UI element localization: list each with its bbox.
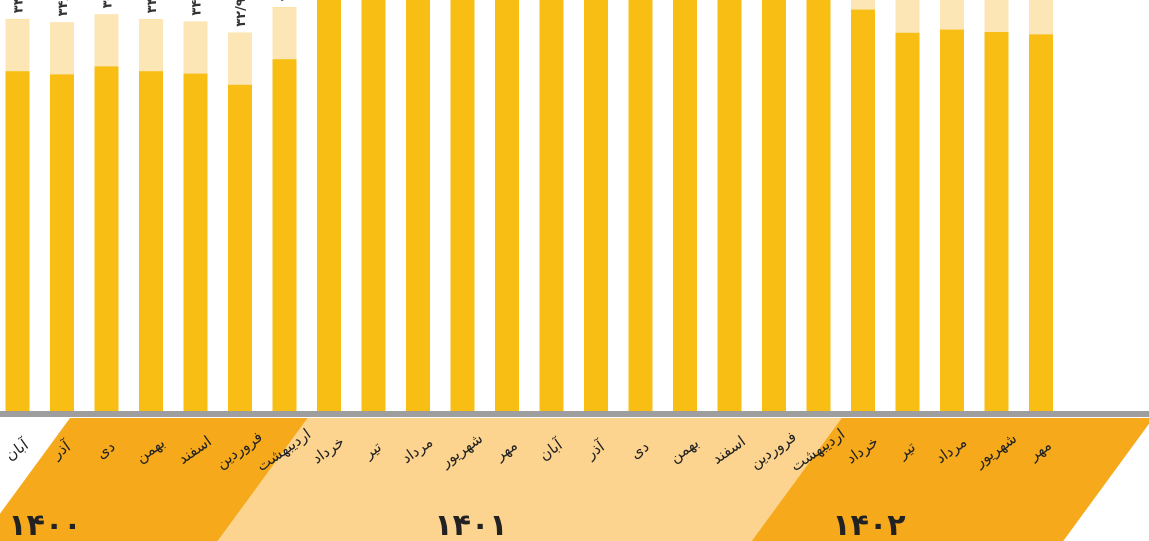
bar-cap	[895, 0, 920, 33]
bar	[5, 19, 30, 412]
value-labels: ۳۴/۶۳۴/۲۳۵/۲۳۴/۶۳۴/۳۳۲/۹۳۶/۱۴۵۴۴/۱۴۴/۴۵۴…	[12, 0, 294, 27]
bar	[940, 0, 964, 412]
bar-cap	[228, 32, 252, 85]
bar	[673, 0, 697, 412]
bar-cap	[183, 21, 208, 74]
value-label: ۳۲/۹	[234, 0, 249, 27]
bar	[317, 0, 341, 412]
year-bands	[0, 418, 1149, 541]
bar	[762, 0, 786, 412]
year-band	[0, 418, 308, 541]
value-label: ۳۶/۱	[279, 0, 294, 1]
value-label: ۳۴/۶	[12, 0, 27, 13]
bar	[406, 0, 430, 412]
bar-cap	[139, 19, 163, 72]
bar	[139, 19, 163, 412]
year-band	[217, 418, 842, 541]
value-label: ۳۴/۲	[56, 0, 71, 16]
year-label: ۱۴۰۲	[832, 508, 905, 541]
bar-cap	[984, 0, 1009, 32]
bar	[717, 0, 742, 412]
value-label: ۳۵/۲	[101, 0, 116, 8]
bar	[450, 0, 475, 413]
value-label: ۳۴/۳	[190, 0, 205, 16]
bar	[495, 0, 519, 412]
bar	[851, 0, 875, 412]
bar-cap	[851, 0, 875, 10]
bar-cap	[1029, 0, 1053, 35]
bar	[539, 0, 564, 412]
year-label: ۱۴۰۰	[8, 508, 81, 541]
bar	[806, 0, 831, 412]
bar	[272, 7, 297, 412]
bar	[228, 32, 252, 413]
bar	[628, 0, 653, 412]
value-label: ۳۴/۶	[145, 0, 160, 13]
bar	[584, 0, 608, 413]
bar	[94, 14, 119, 413]
bar	[361, 0, 386, 412]
bar	[895, 0, 920, 413]
year-label: ۱۴۰۱	[434, 508, 507, 541]
bar	[183, 21, 208, 412]
bar-cap	[5, 19, 30, 72]
bar	[1029, 0, 1053, 413]
month-label: آبان	[2, 435, 33, 464]
bar-cap	[50, 22, 74, 75]
year-labels: ۱۴۰۰ ۱۴۰۱ ۱۴۰۲	[8, 508, 905, 541]
bars	[5, 0, 1053, 413]
bar-cap	[272, 7, 297, 60]
bar-cap	[94, 14, 119, 67]
year-band	[751, 418, 1149, 541]
bar-cap	[940, 0, 964, 30]
bar	[50, 22, 74, 413]
bar	[984, 0, 1009, 412]
